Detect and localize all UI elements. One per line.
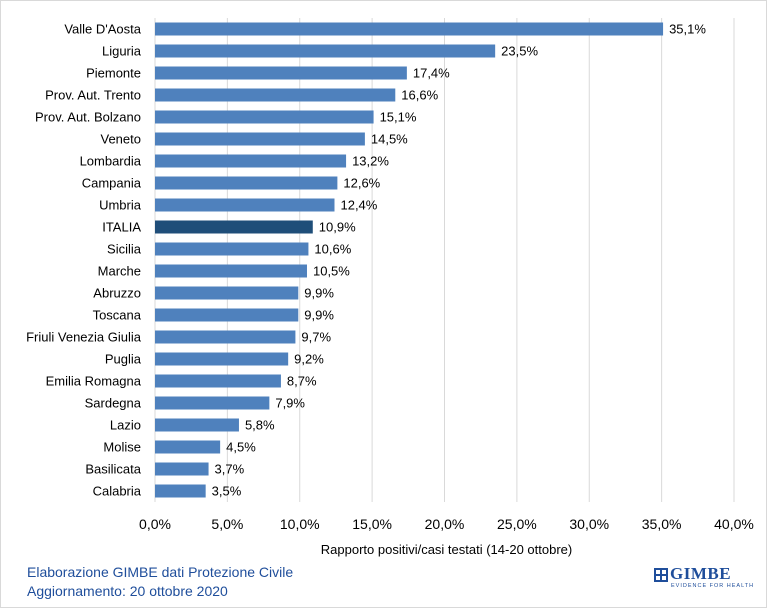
x-tick-label: 10,0% xyxy=(280,516,320,532)
bar xyxy=(155,110,374,124)
logo-wordmark: GIMBE xyxy=(670,564,732,583)
gimbe-logo: GIMBE EVIDENCE FOR HEALTH xyxy=(654,564,753,596)
value-label: 14,5% xyxy=(371,132,408,147)
bar xyxy=(155,88,396,102)
bar xyxy=(155,396,270,410)
x-tick-label: 20,0% xyxy=(425,516,465,532)
value-label: 9,9% xyxy=(304,286,334,301)
bar xyxy=(155,198,335,212)
value-label: 4,5% xyxy=(226,440,256,455)
value-label: 10,9% xyxy=(319,220,356,235)
value-label: 10,6% xyxy=(314,242,351,257)
x-tick-label: 40,0% xyxy=(714,516,754,532)
logo-tagline: EVIDENCE FOR HEALTH xyxy=(671,583,755,589)
x-tick-label: 0,0% xyxy=(139,516,171,532)
x-tick-label: 35,0% xyxy=(642,516,682,532)
bar xyxy=(155,418,239,432)
category-label: Prov. Aut. Trento xyxy=(45,88,141,103)
value-label: 3,5% xyxy=(212,484,242,499)
category-label: Puglia xyxy=(105,352,142,367)
bar xyxy=(155,352,289,366)
category-label: Lazio xyxy=(110,418,141,433)
bar xyxy=(155,308,299,322)
value-label: 16,6% xyxy=(401,88,438,103)
value-label: 9,2% xyxy=(294,352,324,367)
bar xyxy=(155,220,313,234)
category-label: Prov. Aut. Bolzano xyxy=(35,110,141,125)
bar xyxy=(155,330,296,344)
value-label: 7,9% xyxy=(275,396,305,411)
bar xyxy=(155,462,209,476)
value-label: 12,6% xyxy=(343,176,380,191)
update-line: Aggiornamento: 20 ottobre 2020 xyxy=(27,583,228,599)
bar xyxy=(155,154,347,168)
category-label: Toscana xyxy=(93,308,142,323)
value-label: 35,1% xyxy=(669,22,706,37)
value-label: 3,7% xyxy=(215,462,245,477)
value-label: 15,1% xyxy=(380,110,417,125)
x-tick-label: 5,0% xyxy=(211,516,243,532)
category-label: Lombardia xyxy=(80,154,142,169)
x-tick-label: 30,0% xyxy=(569,516,609,532)
value-label: 10,5% xyxy=(313,264,350,279)
value-label: 13,2% xyxy=(352,154,389,169)
bar xyxy=(155,44,496,58)
bar xyxy=(155,242,309,256)
value-label: 12,4% xyxy=(340,198,377,213)
value-label: 17,4% xyxy=(413,66,450,81)
category-label: Basilicata xyxy=(85,462,141,477)
category-label: Emilia Romagna xyxy=(46,374,142,389)
category-label: Umbria xyxy=(99,198,142,213)
bar xyxy=(155,264,307,278)
bar xyxy=(155,66,407,80)
value-label: 23,5% xyxy=(501,44,538,59)
category-label: Friuli Venezia Giulia xyxy=(26,330,142,345)
bar xyxy=(155,176,338,190)
gimbe-logo-icon xyxy=(654,568,668,582)
source-note: Elaborazione GIMBE dati Protezione Civil… xyxy=(27,563,293,601)
category-label: Sicilia xyxy=(107,242,142,257)
category-label: Calabria xyxy=(93,484,142,499)
value-label: 9,7% xyxy=(301,330,331,345)
bar xyxy=(155,374,281,388)
category-label: Marche xyxy=(98,264,141,279)
category-label: Campania xyxy=(82,176,142,191)
bar xyxy=(155,286,299,300)
category-label: Liguria xyxy=(102,44,142,59)
x-axis-title: Rapporto positivi/casi testati (14-20 ot… xyxy=(321,542,572,557)
bar xyxy=(155,440,221,454)
bar xyxy=(155,132,365,146)
x-tick-label: 25,0% xyxy=(497,516,537,532)
value-label: 9,9% xyxy=(304,308,334,323)
bar xyxy=(155,22,664,36)
category-label: Sardegna xyxy=(85,396,142,411)
value-label: 5,8% xyxy=(245,418,275,433)
category-label: ITALIA xyxy=(102,220,141,235)
category-label: Abruzzo xyxy=(93,286,141,301)
source-line: Elaborazione GIMBE dati Protezione Civil… xyxy=(27,564,294,580)
bar xyxy=(155,484,206,498)
value-label: 8,7% xyxy=(287,374,317,389)
category-label: Valle D'Aosta xyxy=(64,22,141,37)
category-label: Veneto xyxy=(101,132,142,147)
x-tick-label: 15,0% xyxy=(352,516,392,532)
bar-chart: 0,0% 5,0% 10,0% 15,0% 20,0% 25,0% 30,0% 35,0% 40… xyxy=(26,18,754,557)
category-label: Piemonte xyxy=(86,66,141,81)
category-label: Molise xyxy=(103,440,141,455)
